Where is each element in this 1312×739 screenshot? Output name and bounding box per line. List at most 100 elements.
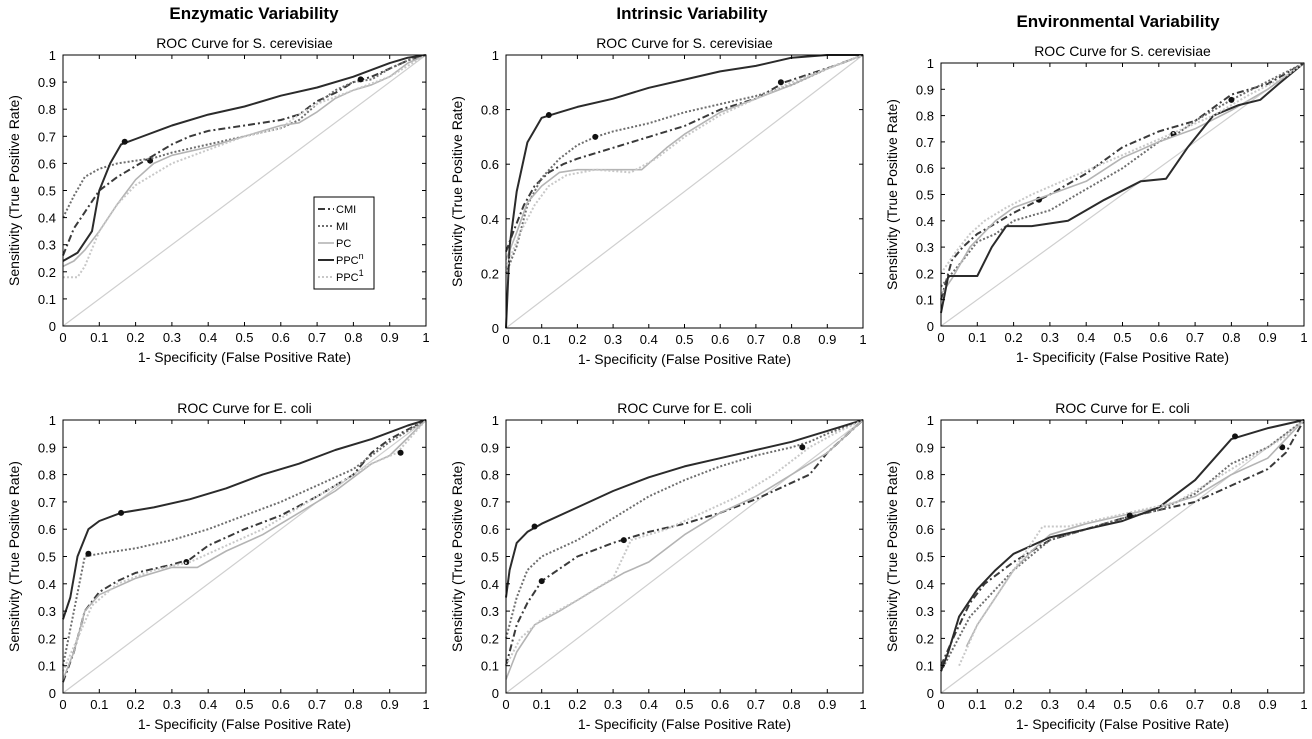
x-tick-label: 0.2 [127,330,145,345]
series-line-mi [505,419,864,639]
series-line-ppc-n [940,419,1305,672]
roc-panel-2: ROC Curve for S. cerevisiae 0 0.1 0.2 0.3 0.4… [449,35,867,367]
legend-label-text: PPC [336,255,359,267]
x-tick-label: 0.9 [818,697,836,712]
legend-label-text: PPC [336,272,359,284]
y-tick-label: 1 [927,413,934,428]
legend-label: MI [336,221,348,233]
operating-point-marker-mi [799,444,806,451]
y-tick-label: 0.6 [38,156,56,171]
y-tick-label: 0.1 [916,659,934,674]
y-tick-label: 0 [49,319,56,334]
y-tick-label: 0.3 [481,604,499,619]
x-tick-label: 0.3 [604,332,622,347]
series-line-ppc-1 [63,54,427,279]
roc-panel-3: ROC Curve for S. cerevisiae 0 0.1 0.2 0.3 0.4… [884,43,1308,365]
series-line-ppc-1 [505,54,864,269]
y-tick-label: 0.4 [916,214,934,229]
x-tick-label: 0 [59,330,66,345]
operating-point-marker-ppc-n [1228,96,1235,103]
series-line-ppc-1 [62,419,427,672]
legend-label-text: CMI [336,204,356,216]
y-tick-label: 1 [492,413,499,428]
y-axis-label: Sensitivity (True Positive Rate) [6,461,22,652]
y-tick-label: 0.1 [38,292,56,307]
x-tick-label: 0.5 [675,697,693,712]
diagonal-reference-line [62,54,427,327]
x-tick-label: 0.2 [568,697,586,712]
x-tick-label: 0 [937,697,944,712]
x-tick-label: 0.2 [568,332,586,347]
y-tick-label: 0.5 [38,184,56,199]
y-tick-label: 1 [49,48,56,63]
operating-point-marker-cmi [1279,444,1286,451]
x-tick-label: 0.6 [272,330,290,345]
x-tick-label: 0.2 [1005,330,1023,345]
y-axis-label: Sensitivity (True Positive Rate) [884,461,900,652]
x-tick-label: 0 [937,330,944,345]
x-tick-label: 0.3 [163,697,181,712]
y-tick-label: 0.1 [38,659,56,674]
legend-label: PPC1 [336,268,364,284]
x-tick-label: 0.1 [533,332,551,347]
y-tick-label: 0.4 [481,577,499,592]
y-tick-label: 0.3 [916,240,934,255]
operating-point-marker-ppc-1 [1126,512,1133,519]
x-tick-label: 0.8 [783,697,801,712]
x-tick-label: 0 [59,697,66,712]
y-tick-label: 0.9 [38,75,56,90]
y-tick-label: 0.6 [38,522,56,537]
series-line-cmi [505,54,864,252]
y-tick-label: 0.6 [481,522,499,537]
operating-point-marker-ppc-n [545,112,552,119]
x-axis-label: 1- Specificity (False Positive Rate) [578,716,791,732]
series-line-ppc-1 [505,419,864,667]
operating-point-marker-ppc-n [118,509,125,516]
panel-title: ROC Curve for E. coli [1055,400,1190,416]
y-tick-label: 0.2 [38,265,56,280]
x-tick-label: 0.6 [1150,697,1168,712]
diagonal-reference-line [62,419,427,694]
y-tick-label: 0.1 [481,659,499,674]
series-line-pc [940,62,1305,295]
series-line-ppc-n [505,419,864,598]
legend-label: CMI [336,204,356,216]
x-tick-label: 0.7 [308,330,326,345]
diagonal-reference-line [505,54,864,329]
y-tick-label: 0.6 [481,157,499,172]
y-tick-label: 0.5 [916,188,934,203]
x-tick-label: 0.5 [235,330,253,345]
y-tick-label: 0.2 [916,631,934,646]
x-tick-label: 1 [1300,330,1307,345]
x-tick-label: 1 [422,697,429,712]
y-tick-label: 0.5 [916,550,934,565]
x-tick-label: 0.5 [1113,697,1131,712]
series-line-cmi [62,419,427,683]
roc-panel-6: ROC Curve for E. coli 0 0.1 0.2 0.3 0.4 0.5 0.6… [884,400,1308,732]
legend-label: PPCn [336,251,364,267]
x-tick-label: 0.5 [1113,330,1131,345]
legend-label-superscript: n [359,251,364,261]
series-line-pc [62,419,427,680]
series-line-ppc-n [940,62,1305,314]
y-tick-label: 0.2 [916,266,934,281]
series-line-ppc-n [505,54,863,329]
panel-title: ROC Curve for S. cerevisiae [596,35,773,51]
x-tick-label: 0.3 [163,330,181,345]
y-axis-label: Sensitivity (True Positive Rate) [449,96,465,287]
y-tick-label: 1 [49,413,56,428]
x-tick-label: 0.4 [199,330,217,345]
x-tick-label: 0.9 [1259,697,1277,712]
column-header-intrinsic: Intrinsic Variability [616,4,768,23]
diagonal-reference-line [505,419,864,694]
y-tick-label: 0.8 [38,468,56,483]
legend-label-superscript: 1 [359,268,364,278]
series-line-mi [505,54,864,274]
x-tick-label: 0.2 [1005,697,1023,712]
y-tick-label: 0.9 [916,440,934,455]
series-line-cmi [505,419,864,666]
y-tick-label: 0.9 [916,82,934,97]
x-axis-label: 1- Specificity (False Positive Rate) [1016,716,1229,732]
